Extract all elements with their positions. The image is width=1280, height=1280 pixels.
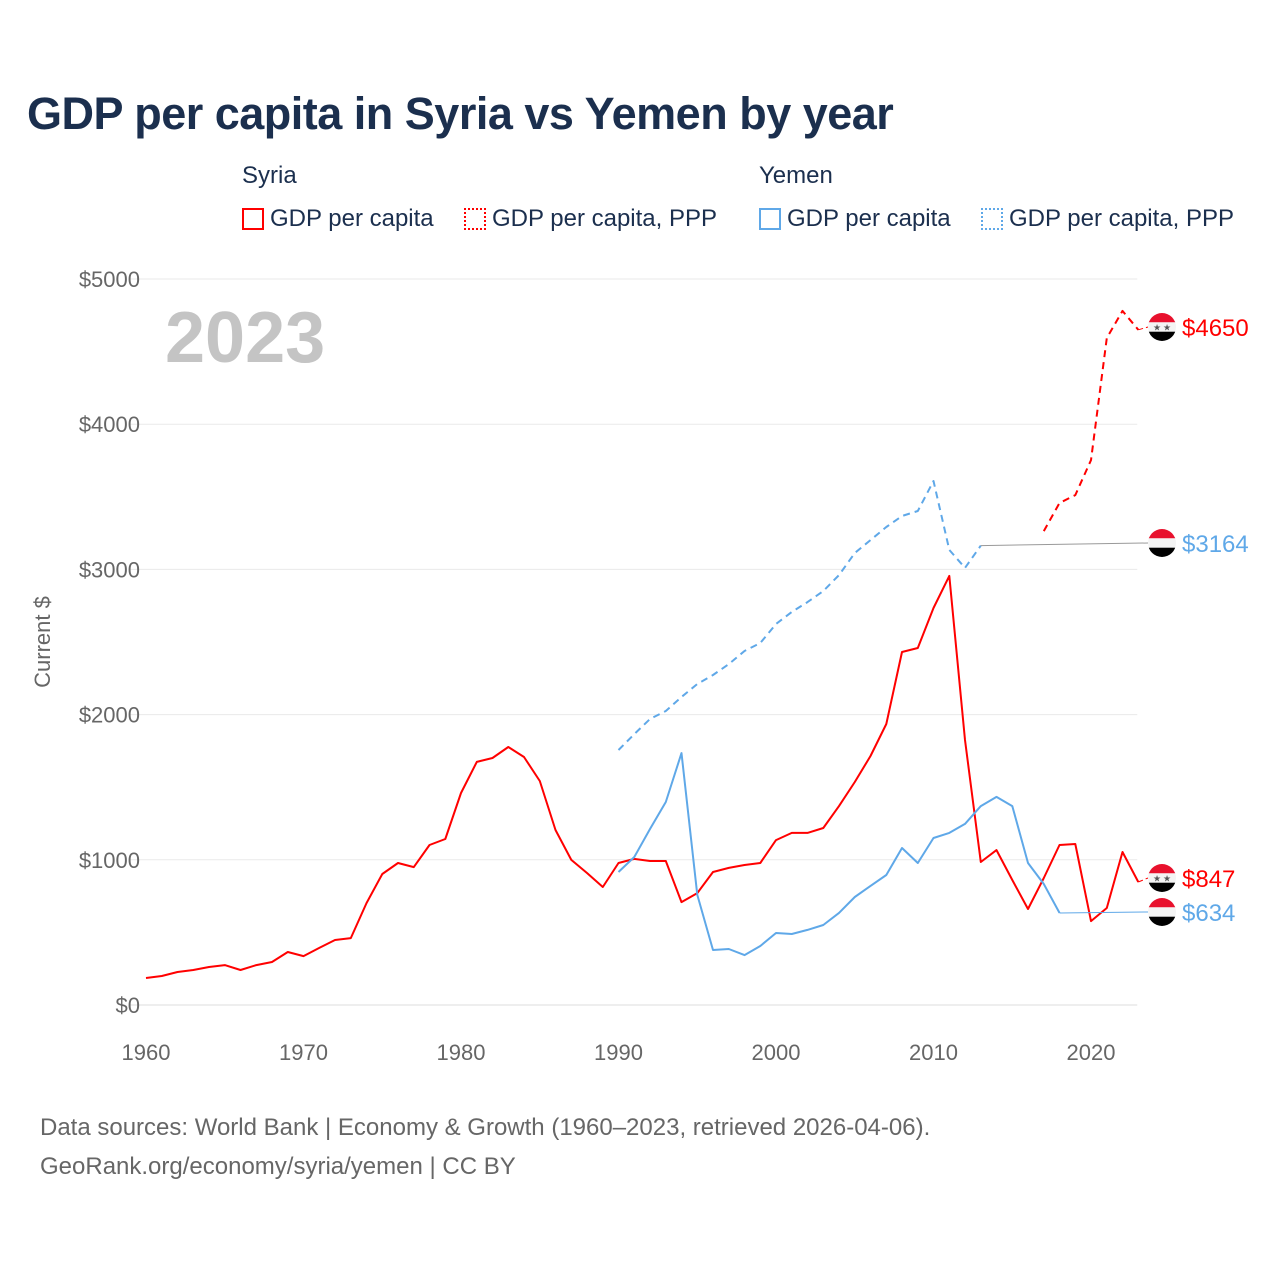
flag-stripe-black — [1148, 547, 1176, 557]
flag-stripes: ★ ★ — [1148, 864, 1176, 892]
legend-syria-gdp[interactable]: GDP per capita — [242, 205, 434, 233]
flag-stripes — [1148, 898, 1176, 926]
source-note: Data sources: World Bank | Economy & Gro… — [40, 1108, 930, 1186]
x-tick-label: 1990 — [594, 1040, 643, 1065]
flag-stripes — [1148, 529, 1176, 557]
legend-label: GDP per capita, PPP — [492, 205, 717, 232]
year-watermark: 2023 — [165, 298, 325, 378]
x-tick-label: 2010 — [909, 1040, 958, 1065]
y-tick-label: $2000 — [79, 703, 140, 728]
end-value-label: $847 — [1182, 866, 1235, 893]
legend-group-syria: Syria — [242, 162, 297, 189]
flag-stripe-white — [1148, 873, 1176, 883]
x-tick-label: 1970 — [279, 1040, 328, 1065]
flag-stripe-black — [1148, 882, 1176, 892]
flag-stripe-black — [1148, 331, 1176, 341]
star-icon: ★ — [1153, 323, 1161, 333]
series-line-2 — [617, 752, 1061, 957]
y-tick-label: $3000 — [79, 557, 140, 582]
end-value-label: $4650 — [1182, 315, 1249, 342]
y-tick-label: $1000 — [79, 848, 140, 873]
series-line-1 — [1042, 309, 1140, 532]
legend-swatch-dotted — [981, 208, 1003, 230]
x-tick-label: 1960 — [122, 1040, 171, 1065]
series-line-3 — [617, 480, 982, 751]
end-connector — [1138, 326, 1149, 331]
flag-stripe-black — [1148, 916, 1176, 926]
legend-label: GDP per capita, PPP — [1009, 205, 1234, 232]
flag-stripe-red — [1148, 864, 1176, 874]
legend-label: GDP per capita — [787, 205, 951, 232]
flag-stripe-red — [1148, 529, 1176, 539]
legend-swatch-dotted — [464, 208, 486, 230]
syria-flag-icon: ★ ★ — [1148, 864, 1176, 892]
end-connector — [1138, 877, 1149, 883]
legend-yemen-gdp-ppp[interactable]: GDP per capita, PPP — [981, 205, 1234, 233]
star-icon: ★ — [1153, 874, 1161, 884]
flag-stripe-white — [1148, 907, 1176, 917]
x-tick-label: 2000 — [752, 1040, 801, 1065]
legend-group-yemen: Yemen — [759, 162, 833, 189]
source-line-1: Data sources: World Bank | Economy & Gro… — [40, 1114, 931, 1141]
flag-stripes: ★ ★ — [1148, 313, 1176, 341]
legend-syria-gdp-ppp[interactable]: GDP per capita, PPP — [464, 205, 717, 233]
x-tick-label: 1980 — [437, 1040, 486, 1065]
syria-flag-icon: ★ ★ — [1148, 313, 1176, 341]
star-icon: ★ — [1163, 323, 1171, 333]
y-tick-label: $0 — [116, 993, 140, 1018]
legend-label: GDP per capita — [270, 205, 434, 232]
y-tick-label: $5000 — [79, 267, 140, 292]
legend-yemen-gdp[interactable]: GDP per capita — [759, 205, 951, 233]
end-connector — [980, 542, 1149, 547]
yemen-flag-icon — [1148, 898, 1176, 926]
series-line-0 — [145, 574, 1140, 979]
flag-stripe-white — [1148, 322, 1176, 332]
chart-title: GDP per capita in Syria vs Yemen by year — [27, 88, 894, 139]
legend-swatch-solid — [242, 208, 264, 230]
end-connector — [1059, 911, 1149, 914]
legend-swatch-solid — [759, 208, 781, 230]
y-axis-label: Current $ — [30, 596, 55, 688]
yemen-flag-icon — [1148, 529, 1176, 557]
y-tick-label: $4000 — [79, 412, 140, 437]
flag-stripe-white — [1148, 538, 1176, 548]
end-value-label: $634 — [1182, 900, 1235, 927]
end-value-label: $3164 — [1182, 531, 1249, 558]
flag-stripe-red — [1148, 898, 1176, 908]
x-tick-label: 2020 — [1067, 1040, 1116, 1065]
flag-stripe-red — [1148, 313, 1176, 323]
source-line-2[interactable]: GeoRank.org/economy/syria/yemen | CC BY — [40, 1153, 516, 1180]
star-icon: ★ — [1163, 874, 1171, 884]
